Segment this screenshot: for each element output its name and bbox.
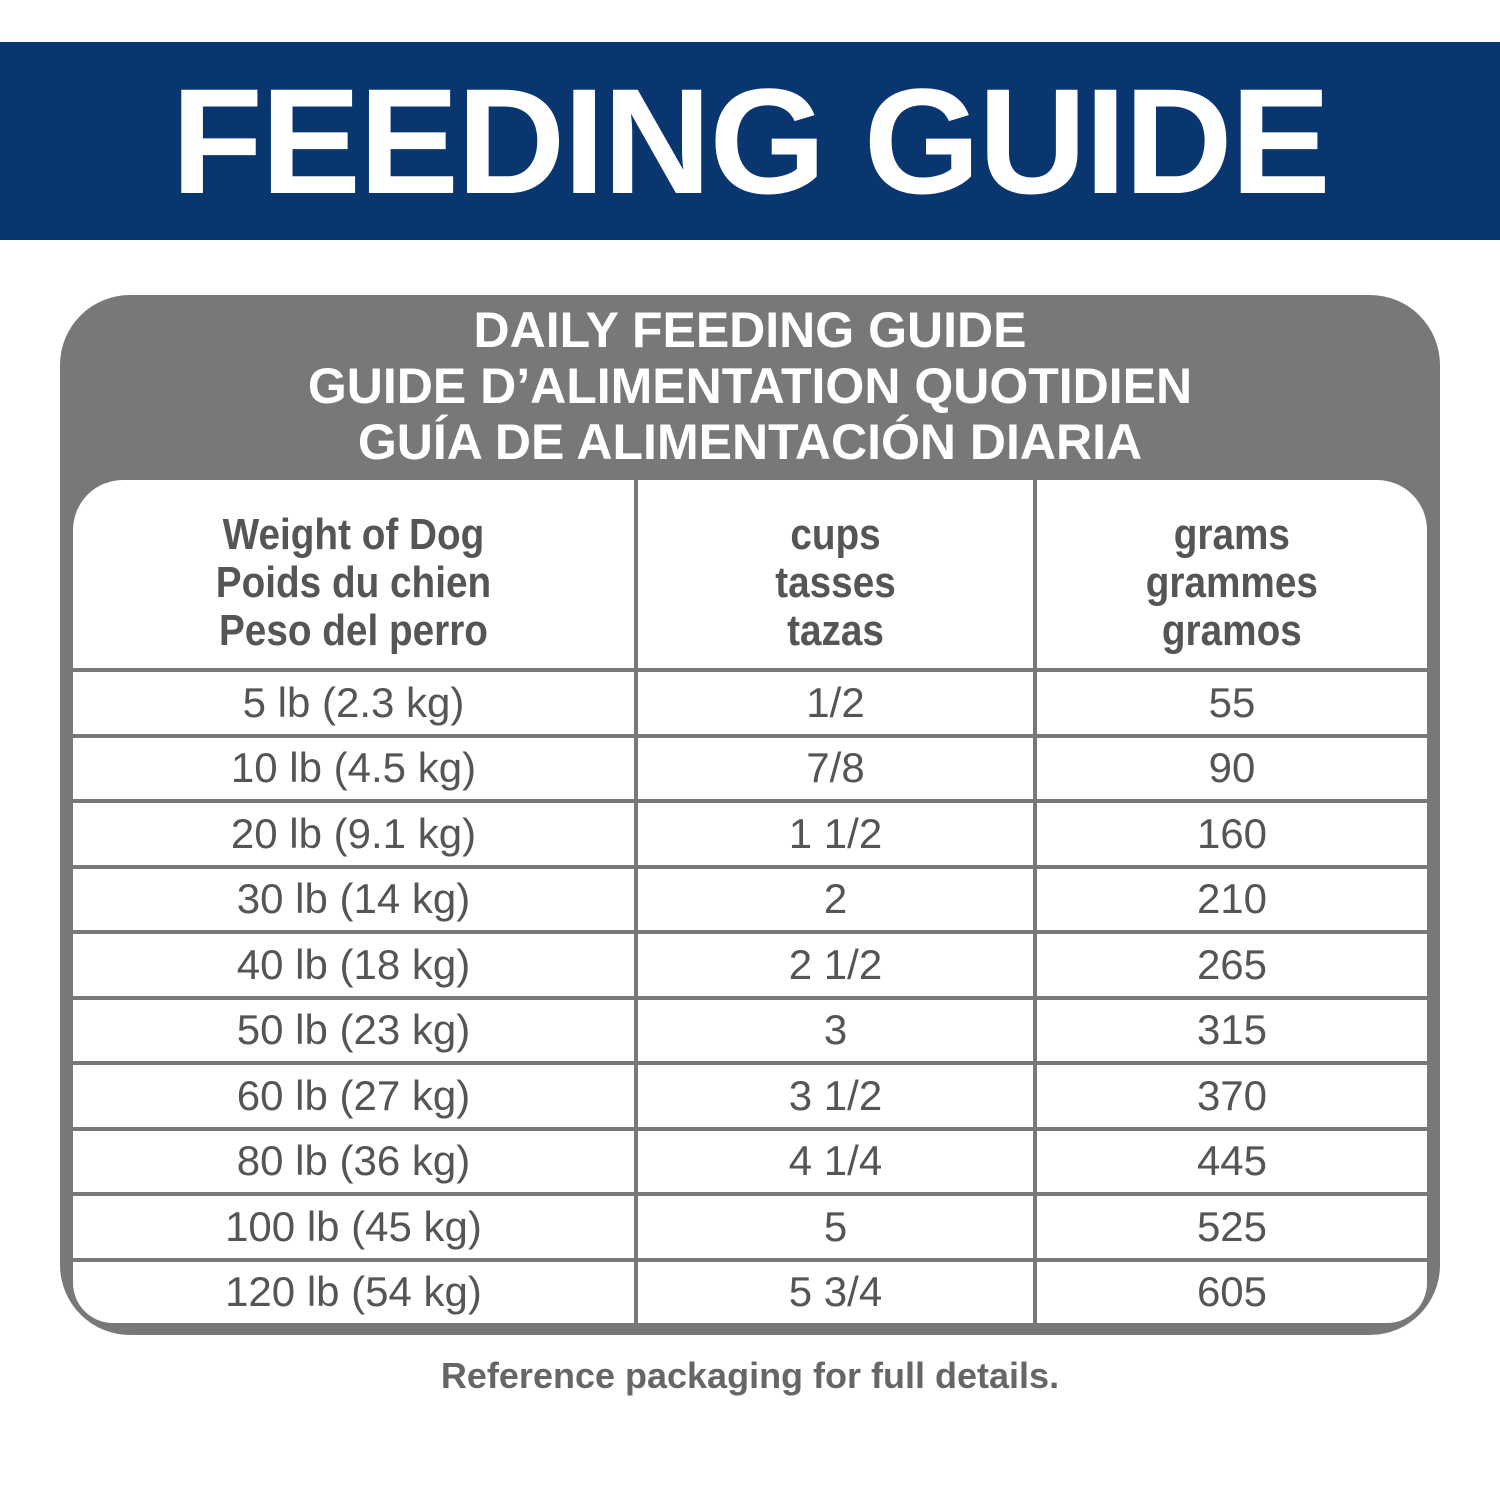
header-line: gramos xyxy=(1162,606,1302,655)
table-cell: 7/8 xyxy=(638,737,1033,799)
table-cell: 525 xyxy=(1037,1196,1427,1258)
table-cell: 445 xyxy=(1037,1130,1427,1192)
table-cell: 265 xyxy=(1037,934,1427,996)
title-line: GUÍA DE ALIMENTACIÓN DIARIA xyxy=(357,414,1143,470)
table-cell: 10 lb (4.5 kg) xyxy=(73,737,634,799)
table-cell: 605 xyxy=(1037,1261,1427,1323)
table-cell: 60 lb (27 kg) xyxy=(73,1065,634,1127)
table-cell: 20 lb (9.1 kg) xyxy=(73,803,634,865)
table-cell: 120 lb (54 kg) xyxy=(73,1261,634,1323)
table-cell: 3 1/2 xyxy=(638,1065,1033,1127)
header-line: grams xyxy=(1173,510,1291,559)
table-cell: 5 lb (2.3 kg) xyxy=(73,672,634,734)
table-cell: 100 lb (45 kg) xyxy=(73,1196,634,1258)
header-line: Weight of Dog xyxy=(222,510,485,559)
table-cell: 55 xyxy=(1037,672,1427,734)
table-cell: 30 lb (14 kg) xyxy=(73,868,634,930)
table-cell: 2 1/2 xyxy=(638,934,1033,996)
header-cell: Weight of Dog Poids du chien Peso del perr… xyxy=(73,480,634,668)
table-cell: 3 xyxy=(638,999,1033,1061)
title-line: GUIDE D’ALIMENTATION QUOTIDIEN xyxy=(307,358,1193,414)
header-cell: cups tasses tazas xyxy=(638,480,1033,668)
header-text: Weight of Dog Poids du chien Peso del perr… xyxy=(216,493,491,655)
banner-title: FEEDING GUIDE xyxy=(0,42,1500,240)
header-line: cups xyxy=(790,510,881,559)
table-cell: 370 xyxy=(1037,1065,1427,1127)
table-cell: 5 3/4 xyxy=(638,1261,1033,1323)
header-line: grammes xyxy=(1145,558,1319,607)
table-cell: 5 xyxy=(638,1196,1033,1258)
table-cell: 315 xyxy=(1037,999,1427,1061)
header-cell: grams grammes gramos xyxy=(1037,480,1427,668)
table-cell: 160 xyxy=(1037,803,1427,865)
header-line: tazas xyxy=(787,606,884,655)
header-line: tasses xyxy=(775,558,896,607)
table-cell: 40 lb (18 kg) xyxy=(73,934,634,996)
table-cell: 210 xyxy=(1037,868,1427,930)
table-cell: 80 lb (36 kg) xyxy=(73,1130,634,1192)
table-cell: 2 xyxy=(638,868,1033,930)
table-cell: 1 1/2 xyxy=(638,803,1033,865)
footer-note: Reference packaging for full details. xyxy=(440,1355,1060,1396)
header-text: grams grammes gramos xyxy=(1146,493,1318,655)
title-line: DAILY FEEDING GUIDE xyxy=(473,302,1027,358)
table-title: DAILY FEEDING GUIDE GUIDE D’ALIMENTATION … xyxy=(0,302,1500,470)
table-cell: 1/2 xyxy=(638,672,1033,734)
header-line: Poids du chien xyxy=(215,558,492,607)
table-cell: 4 1/4 xyxy=(638,1130,1033,1192)
table-cell: 50 lb (23 kg) xyxy=(73,999,634,1061)
header-line: Peso del perro xyxy=(218,606,488,655)
table: Weight of Dog Poids du chien Peso del perr… xyxy=(73,480,1427,1323)
header-text: cups tasses tazas xyxy=(775,493,896,655)
table-cell: 90 xyxy=(1037,737,1427,799)
